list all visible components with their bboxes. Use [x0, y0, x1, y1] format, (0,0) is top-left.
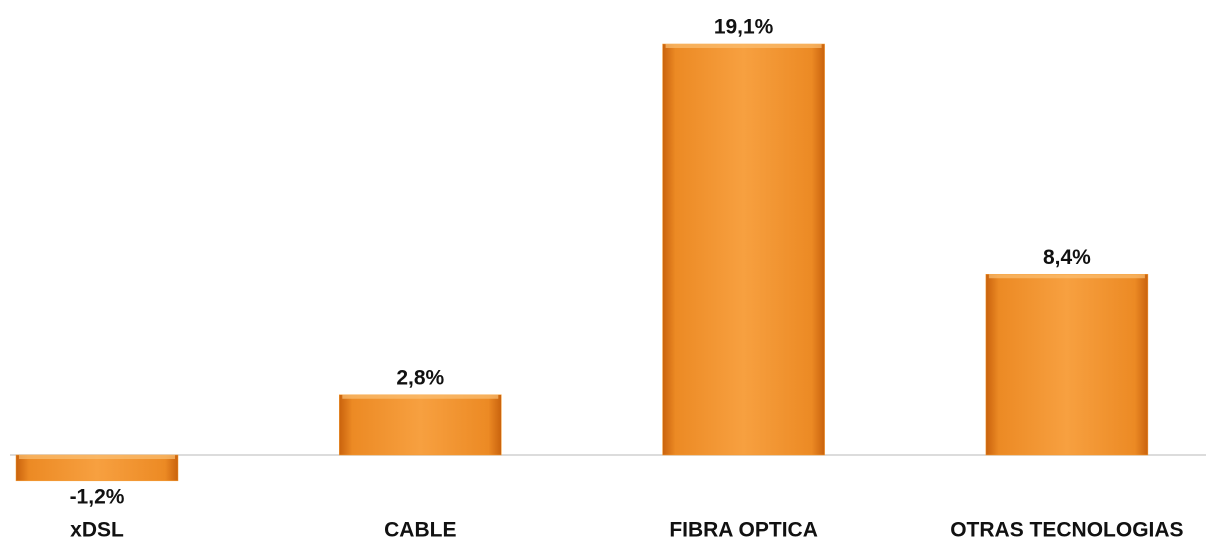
value-label: 19,1%: [714, 16, 774, 39]
bar: [339, 394, 502, 456]
value-label: 8,4%: [1043, 246, 1091, 269]
x-tick-label: FIBRA OPTICA: [669, 519, 818, 542]
bar: [662, 43, 825, 456]
bar-highlight: [988, 274, 1145, 279]
bar: [985, 273, 1149, 456]
x-tick-label: OTRAS TECNOLOGIAS: [950, 519, 1183, 542]
bar-highlight: [19, 455, 175, 459]
value-label: -1,2%: [70, 485, 125, 508]
x-tick-label: CABLE: [384, 519, 456, 542]
bar-highlight: [665, 44, 822, 48]
value-label: 2,8%: [396, 366, 444, 389]
x-tick-label: xDSL: [70, 519, 124, 542]
bar-highlight: [342, 394, 499, 399]
bar: [15, 454, 179, 482]
